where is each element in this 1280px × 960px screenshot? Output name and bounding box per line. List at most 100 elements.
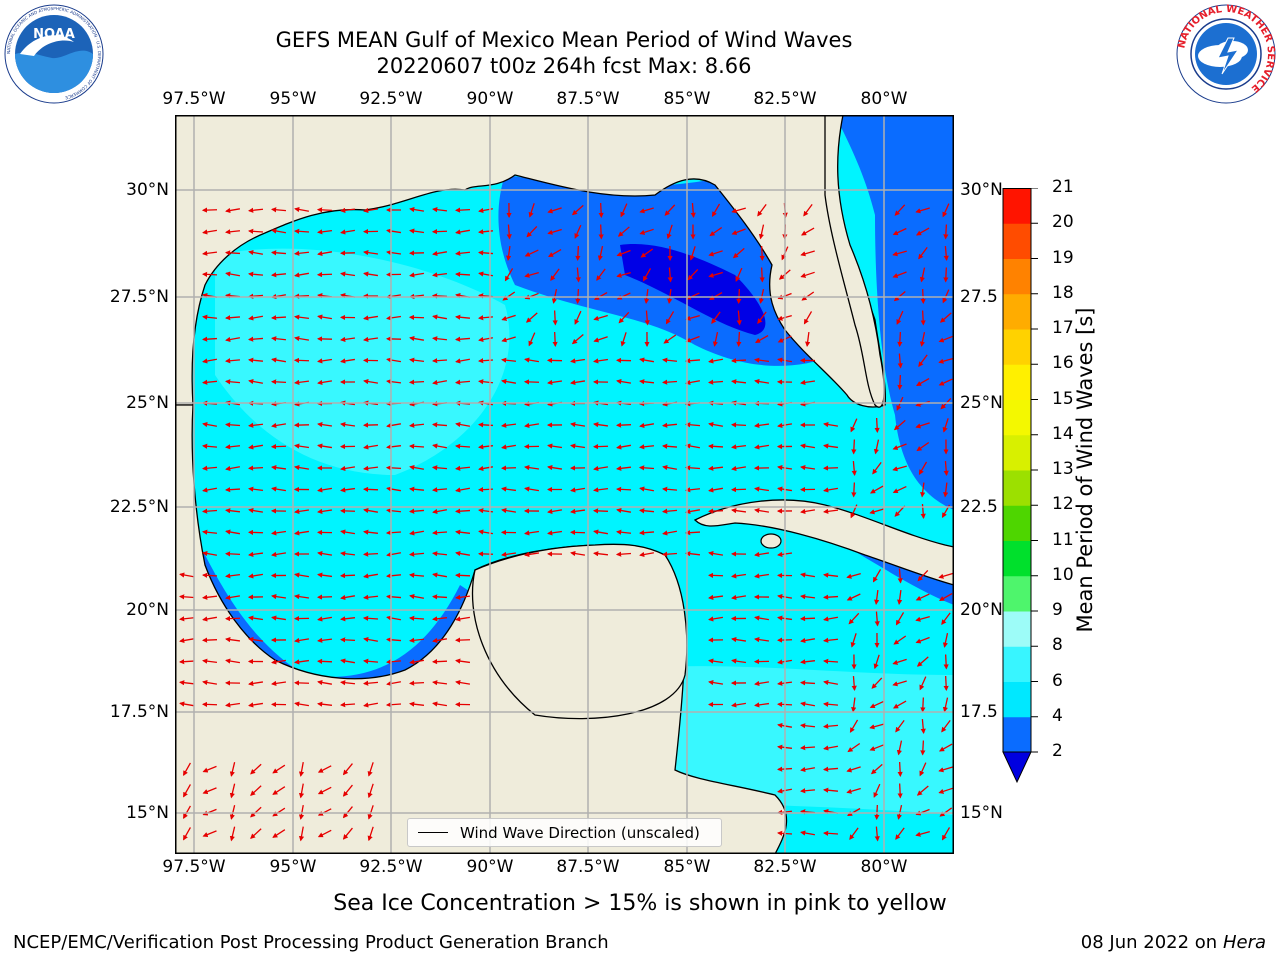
y-tick-right: 27.5 xyxy=(960,287,998,307)
wind-wave-arrow xyxy=(501,357,517,363)
wind-wave-arrow xyxy=(822,723,839,729)
wind-wave-arrow xyxy=(823,745,839,751)
wind-wave-arrow xyxy=(202,658,218,664)
noaa-logo-text: NOAA xyxy=(33,27,75,42)
wind-wave-arrow xyxy=(892,680,907,687)
wind-wave-arrow xyxy=(386,357,402,363)
wind-wave-arrow xyxy=(294,701,310,707)
wind-wave-arrow xyxy=(248,680,264,686)
wind-wave-arrow xyxy=(524,357,540,363)
wind-wave-arrow xyxy=(593,291,608,301)
wind-wave-arrow xyxy=(851,482,857,498)
y-tick-left: 15°N xyxy=(126,803,169,823)
wind-wave-arrow xyxy=(570,379,586,386)
wind-wave-arrow xyxy=(846,766,861,773)
wind-wave-arrow xyxy=(639,228,654,235)
wind-wave-arrow xyxy=(916,377,930,387)
wind-wave-arrow xyxy=(294,443,310,449)
wind-wave-arrow xyxy=(248,573,264,579)
wind-wave-arrow xyxy=(851,675,857,692)
wind-wave-arrow xyxy=(869,508,884,515)
wind-wave-arrow xyxy=(248,378,264,385)
wind-wave-arrow xyxy=(593,529,609,535)
wind-wave-arrow xyxy=(409,464,425,471)
wind-wave-arrow xyxy=(848,612,860,625)
wind-wave-arrow xyxy=(918,247,928,260)
wind-wave-arrow xyxy=(294,335,310,342)
wind-wave-arrow xyxy=(731,637,747,643)
wind-wave-arrow xyxy=(248,444,264,450)
wind-wave-arrow xyxy=(409,422,425,428)
wind-wave-arrow xyxy=(386,508,402,514)
wind-wave-arrow xyxy=(939,592,953,602)
wind-wave-arrow xyxy=(593,314,608,321)
wind-wave-arrow xyxy=(524,422,540,429)
wind-wave-arrow xyxy=(342,806,353,819)
wind-wave-arrow xyxy=(455,529,471,535)
wind-wave-arrow xyxy=(754,680,770,687)
wind-wave-arrow xyxy=(201,637,218,643)
wind-wave-arrow xyxy=(897,353,903,369)
wind-wave-arrow xyxy=(915,616,930,622)
wind-wave-arrow xyxy=(363,702,379,708)
wind-wave-arrow xyxy=(526,225,538,238)
wind-wave-arrow xyxy=(805,331,811,347)
wind-wave-arrow xyxy=(547,207,562,214)
wind-wave-arrow xyxy=(524,530,540,536)
wind-wave-arrow xyxy=(598,202,604,219)
wind-wave-arrow xyxy=(224,250,241,256)
wind-wave-arrow xyxy=(616,378,632,385)
nws-logo: NATIONAL WEATHER SERVICE xyxy=(1176,4,1276,104)
wind-wave-arrow xyxy=(316,658,333,664)
wind-wave-arrow xyxy=(874,611,880,627)
wind-wave-arrow xyxy=(915,422,930,429)
wind-wave-arrow xyxy=(272,786,286,795)
wind-wave-arrow xyxy=(616,444,632,450)
wind-wave-arrow xyxy=(757,203,767,217)
colorbar-tick: 14 xyxy=(1052,423,1074,444)
wind-wave-arrow xyxy=(271,615,287,621)
wind-wave-arrow xyxy=(477,487,494,493)
wind-wave-arrow xyxy=(248,507,264,514)
wind-wave-arrow xyxy=(455,421,471,428)
wind-wave-arrow xyxy=(294,379,310,385)
wind-wave-arrow xyxy=(455,465,471,471)
wind-wave-arrow xyxy=(432,572,448,578)
wind-wave-arrow xyxy=(846,787,861,794)
wind-wave-arrow xyxy=(340,594,356,601)
wind-wave-arrow xyxy=(616,529,632,535)
wind-wave-arrow xyxy=(547,443,563,449)
wind-wave-arrow xyxy=(386,486,402,492)
colorbar-bin xyxy=(1003,223,1031,259)
wind-wave-arrow xyxy=(386,315,402,321)
wind-wave-arrow xyxy=(202,487,218,493)
wind-wave-arrow xyxy=(943,245,949,262)
wind-wave-arrow xyxy=(408,314,425,320)
wind-wave-arrow xyxy=(363,378,379,385)
wind-wave-arrow xyxy=(247,271,264,277)
wind-wave-arrow xyxy=(340,465,356,472)
wind-wave-arrow xyxy=(363,250,379,256)
wind-wave-arrow xyxy=(800,271,815,278)
x-tick-top: 92.5°W xyxy=(359,89,423,109)
wind-wave-arrow xyxy=(363,465,379,471)
wind-wave-arrow xyxy=(822,701,839,707)
wind-wave-arrow xyxy=(895,719,905,733)
wind-wave-arrow xyxy=(524,551,540,557)
wind-wave-arrow xyxy=(661,508,678,514)
wind-wave-arrow xyxy=(942,203,950,218)
wind-wave-arrow xyxy=(570,421,586,428)
wind-wave-arrow xyxy=(386,228,402,234)
wind-wave-arrow xyxy=(938,572,953,579)
wind-wave-arrow xyxy=(270,315,287,321)
wind-wave-arrow xyxy=(454,443,471,449)
wind-wave-arrow xyxy=(202,250,218,256)
colorbar-bin xyxy=(1003,575,1031,612)
wind-wave-arrow xyxy=(895,827,905,840)
wind-wave-arrow xyxy=(431,659,448,665)
wind-wave-arrow xyxy=(432,637,448,644)
wind-wave-arrow xyxy=(201,443,218,449)
wind-wave-arrow xyxy=(293,293,310,299)
wind-wave-arrow xyxy=(201,379,218,385)
wind-wave-arrow xyxy=(454,508,471,514)
